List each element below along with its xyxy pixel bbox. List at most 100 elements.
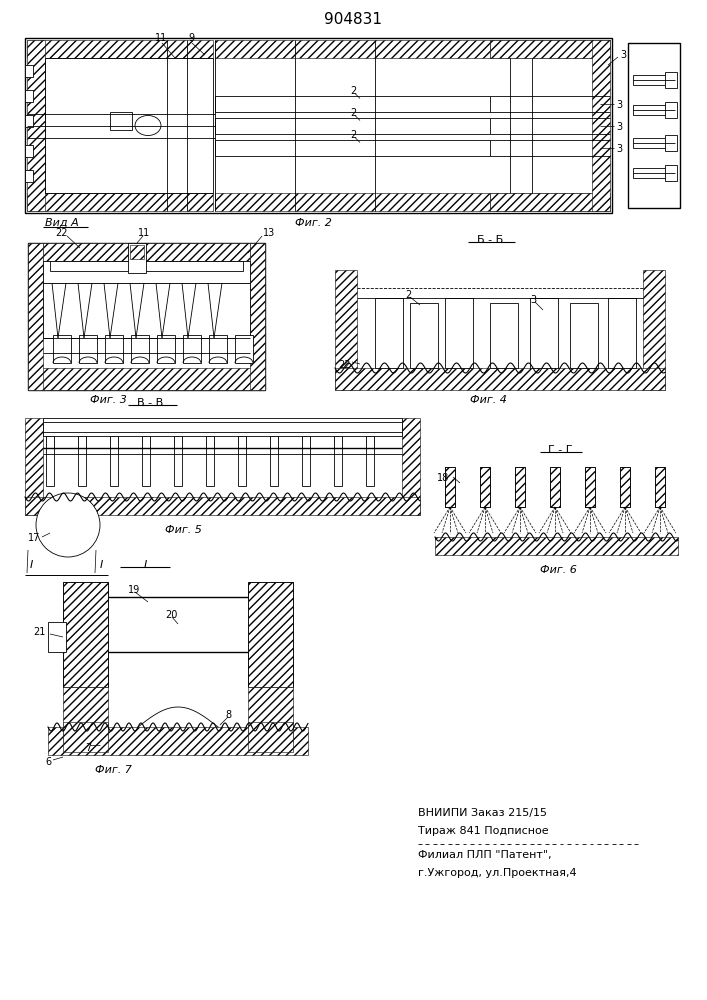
Text: г.Ужгород, ул.Проектная,4: г.Ужгород, ул.Проектная,4 xyxy=(418,868,577,878)
Bar xyxy=(215,96,490,111)
Bar xyxy=(550,467,560,507)
Bar xyxy=(633,138,673,148)
Bar xyxy=(445,298,473,368)
Bar xyxy=(142,436,150,486)
Bar xyxy=(46,436,54,486)
Text: I: I xyxy=(144,560,146,570)
Bar xyxy=(43,243,250,261)
Bar xyxy=(665,72,677,88)
Bar xyxy=(435,537,678,555)
Ellipse shape xyxy=(135,115,161,135)
Bar xyxy=(402,418,420,515)
Bar xyxy=(490,193,610,211)
Text: 18: 18 xyxy=(437,473,449,483)
Text: I: I xyxy=(100,560,103,570)
Circle shape xyxy=(36,493,100,557)
Bar xyxy=(157,335,175,363)
Bar xyxy=(43,283,250,338)
Bar xyxy=(302,436,310,486)
Bar xyxy=(633,105,673,115)
Bar xyxy=(206,436,214,486)
Bar xyxy=(490,40,610,58)
Bar xyxy=(633,75,673,85)
Bar xyxy=(131,335,149,363)
Text: 3: 3 xyxy=(616,100,622,109)
Bar xyxy=(490,303,518,368)
Bar xyxy=(248,582,293,687)
Bar xyxy=(43,422,402,432)
Bar xyxy=(335,368,665,390)
Text: 2: 2 xyxy=(350,129,356,139)
Bar xyxy=(25,497,420,515)
Bar xyxy=(209,335,227,363)
Bar xyxy=(48,622,66,652)
Bar xyxy=(43,261,250,283)
Text: Фиг. 3: Фиг. 3 xyxy=(90,395,127,405)
Bar xyxy=(25,115,33,127)
Bar xyxy=(530,298,558,368)
Bar xyxy=(215,40,490,58)
Text: 19: 19 xyxy=(128,585,140,595)
Bar xyxy=(665,165,677,181)
Bar xyxy=(445,467,455,507)
Bar xyxy=(25,38,612,213)
Bar xyxy=(608,298,636,368)
Bar xyxy=(643,270,665,390)
Bar xyxy=(366,436,374,450)
Bar xyxy=(142,436,150,450)
Text: Г - Г: Г - Г xyxy=(548,445,572,455)
Bar xyxy=(25,145,33,157)
Bar xyxy=(215,193,490,211)
Bar xyxy=(248,722,293,752)
Bar xyxy=(665,102,677,118)
Text: Фиг. 5: Фиг. 5 xyxy=(165,525,202,535)
Bar xyxy=(78,436,86,486)
Text: Б - Б: Б - Б xyxy=(477,235,503,245)
Bar xyxy=(490,40,610,58)
Text: 3: 3 xyxy=(616,121,622,131)
Bar xyxy=(620,467,630,507)
Text: Фиг. 2: Фиг. 2 xyxy=(295,218,332,228)
Bar xyxy=(592,40,610,211)
Bar xyxy=(63,582,108,687)
Text: 11: 11 xyxy=(138,228,151,238)
Text: Филиал ПЛП "Патент",: Филиал ПЛП "Патент", xyxy=(418,850,551,860)
Text: 17: 17 xyxy=(28,533,40,543)
Bar xyxy=(375,298,403,368)
Bar xyxy=(445,467,455,507)
Bar xyxy=(585,467,595,507)
Text: 2: 2 xyxy=(350,107,356,117)
Bar xyxy=(655,467,665,507)
Text: Вид А: Вид А xyxy=(45,218,78,228)
Bar xyxy=(515,467,525,507)
Text: ВНИИПИ Заказ 215/15: ВНИИПИ Заказ 215/15 xyxy=(418,808,547,818)
Text: 3: 3 xyxy=(616,143,622,153)
Text: 6: 6 xyxy=(45,757,51,767)
Text: 3: 3 xyxy=(620,50,626,60)
Text: 13: 13 xyxy=(263,228,275,238)
Bar xyxy=(27,193,213,211)
Bar xyxy=(108,597,248,652)
Bar xyxy=(28,243,265,390)
Text: Фиг. 6: Фиг. 6 xyxy=(540,565,577,575)
Bar xyxy=(515,467,525,507)
Text: 22: 22 xyxy=(338,360,351,370)
Bar xyxy=(63,687,108,742)
Bar xyxy=(28,243,43,390)
Bar xyxy=(665,135,677,151)
Bar xyxy=(45,58,213,193)
Bar xyxy=(183,335,201,363)
Bar xyxy=(238,436,246,450)
Bar xyxy=(585,467,595,507)
Text: 904831: 904831 xyxy=(324,12,382,27)
Bar xyxy=(46,436,54,450)
Bar xyxy=(215,139,490,155)
Bar xyxy=(335,270,357,390)
Bar xyxy=(480,467,490,507)
Bar xyxy=(366,436,374,486)
Bar xyxy=(550,467,560,507)
Text: Фиг. 7: Фиг. 7 xyxy=(95,765,132,775)
Bar xyxy=(128,243,146,273)
Bar xyxy=(334,436,342,486)
Bar xyxy=(250,243,265,390)
